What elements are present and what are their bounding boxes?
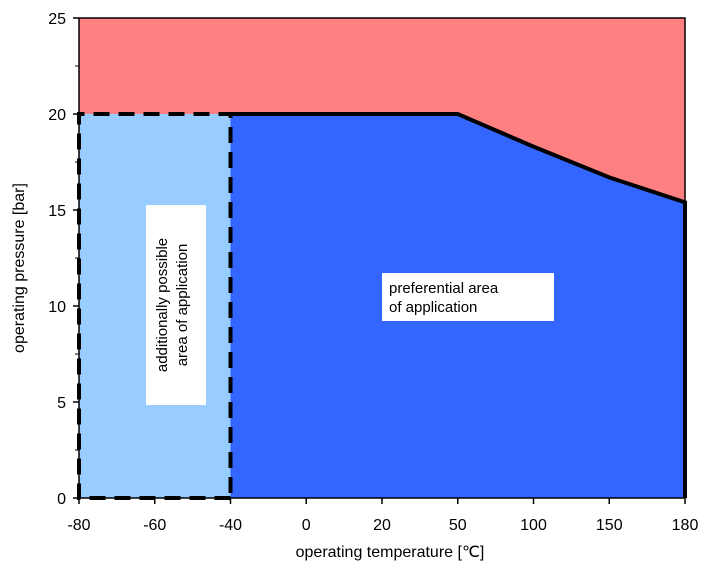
x-tick-label: 150 — [596, 517, 623, 534]
y-tick-label: 5 — [57, 395, 66, 412]
x-tick-label: -60 — [143, 517, 166, 534]
x-tick-label: -40 — [219, 517, 242, 534]
preferential-area-label-box — [382, 273, 554, 321]
additional-area-label-box — [146, 205, 206, 405]
y-axis-title: operating pressure [bar] — [11, 183, 28, 353]
y-tick-label: 0 — [57, 491, 66, 508]
x-tick-label: 0 — [302, 517, 311, 534]
x-tick-label: 20 — [373, 517, 391, 534]
y-tick-label: 25 — [48, 11, 66, 28]
x-tick-label: -80 — [67, 517, 90, 534]
y-tick-label: 15 — [48, 203, 66, 220]
additional-area-label-line: area of application — [174, 244, 191, 367]
preferential-area-label-line: of application — [389, 299, 477, 316]
x-tick-label: 180 — [672, 517, 699, 534]
y-tick-label: 10 — [48, 299, 66, 316]
x-tick-label: 100 — [520, 517, 547, 534]
y-tick-label: 20 — [48, 107, 66, 124]
x-tick-label: 50 — [449, 517, 467, 534]
x-axis-title: operating temperature [℃] — [296, 544, 485, 561]
additional-area-label-line: additionally possible — [154, 238, 171, 372]
preferential-area-label-line: preferential area — [389, 280, 499, 297]
